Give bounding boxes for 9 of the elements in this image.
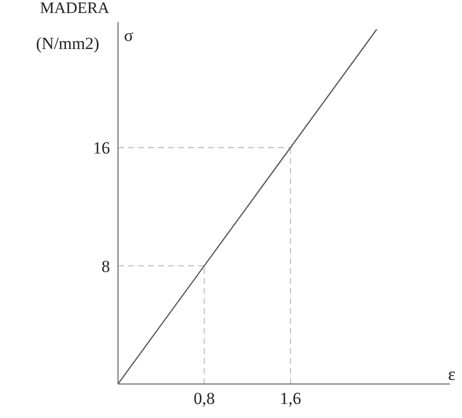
chart-title: MADERA (40, 0, 110, 18)
y-axis-title: σ (124, 26, 134, 46)
x-tick-label: 1,6 (280, 389, 302, 408)
y-tick-label: 16 (93, 138, 110, 158)
line-series (118, 28, 378, 384)
x-axis-title: ε (448, 364, 456, 385)
x-tick-label: 0,8 (194, 389, 215, 408)
text: (N/mm2) (36, 34, 100, 54)
y-tick-label: 8 (102, 256, 110, 276)
